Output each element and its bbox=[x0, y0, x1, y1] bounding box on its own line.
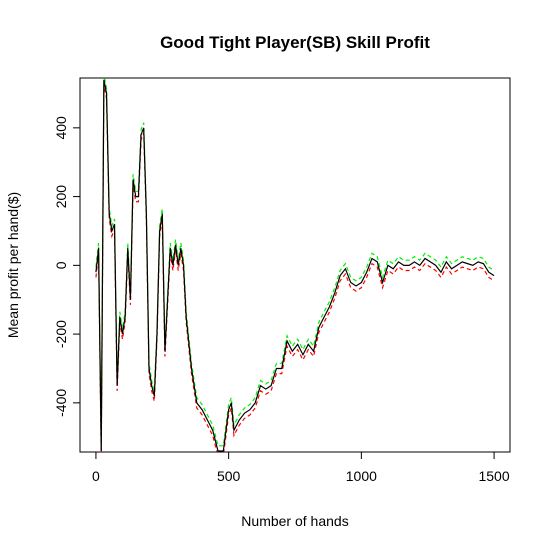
y-tick-label: 200 bbox=[53, 185, 69, 209]
y-tick-label: 0 bbox=[53, 261, 69, 269]
y-tick-label: 400 bbox=[53, 116, 69, 140]
y-axis-label: Mean profit per hand($) bbox=[5, 192, 21, 338]
x-tick-label: 1000 bbox=[346, 468, 377, 484]
plot-area bbox=[95, 78, 495, 452]
plot-frame bbox=[79, 77, 511, 453]
x-tick-label: 500 bbox=[217, 468, 241, 484]
chart-title: Good Tight Player(SB) Skill Profit bbox=[160, 33, 430, 52]
x-tick-label: 0 bbox=[92, 468, 100, 484]
y-tick-label: -400 bbox=[53, 389, 69, 417]
x-tick-label: 1500 bbox=[478, 468, 509, 484]
x-axis-label: Number of hands bbox=[241, 513, 348, 529]
series-line bbox=[95, 84, 495, 452]
series-line bbox=[95, 79, 495, 452]
series-line bbox=[95, 78, 495, 447]
y-tick-label: -200 bbox=[53, 320, 69, 348]
